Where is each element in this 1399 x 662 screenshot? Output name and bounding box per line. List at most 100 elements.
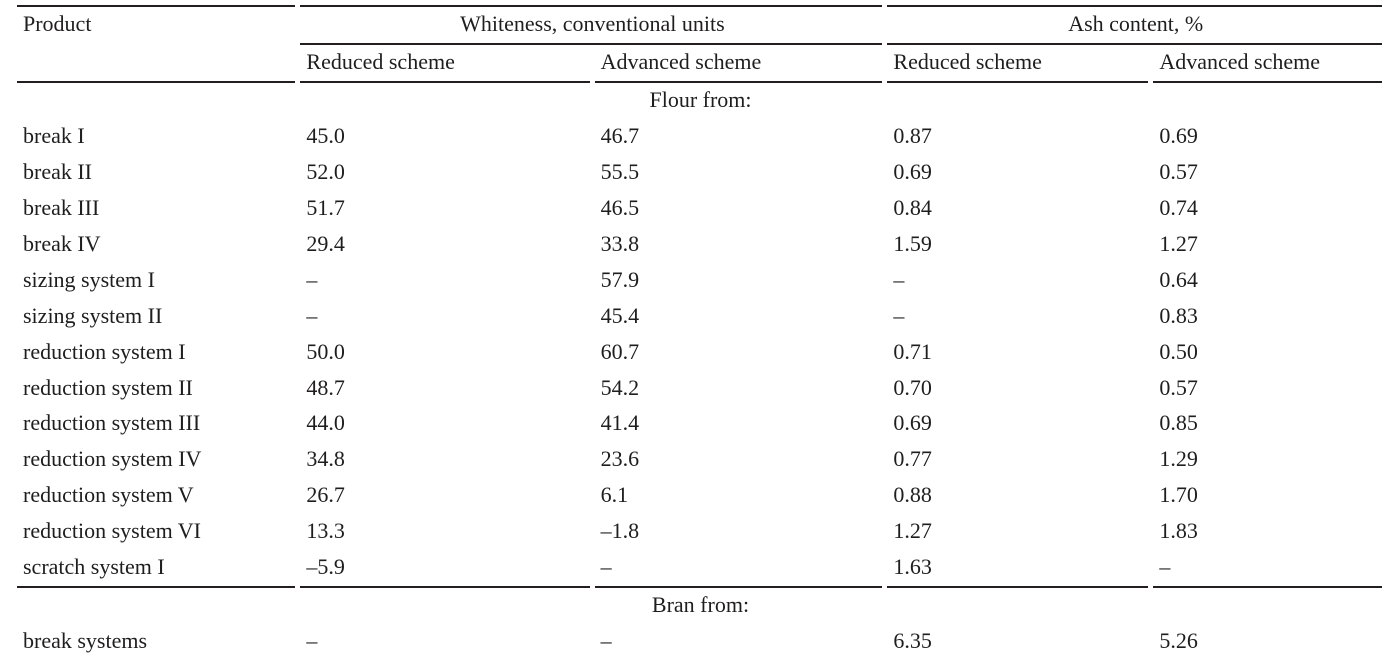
value-cell: 1.70 — [1159, 482, 1198, 508]
product-cell: break I — [23, 122, 85, 148]
table-row: break III 51.7 46.5 0.84 0.74 — [17, 191, 1382, 227]
value-cell: 1.27 — [1159, 230, 1198, 256]
column-header-whiteness-advanced: Advanced scheme — [594, 45, 883, 83]
group-header-row: Product Whiteness, conventional units As… — [17, 5, 1382, 83]
section-header-row: Bran from: — [17, 588, 1382, 624]
value-cell: 1.59 — [893, 230, 932, 256]
table-row: reduction system IV 34.8 23.6 0.77 1.29 — [17, 442, 1382, 478]
value-cell: 1.63 — [887, 550, 1149, 589]
product-cell: sizing system I — [23, 266, 155, 292]
value-cell: 50.0 — [306, 338, 345, 364]
value-cell: 13.3 — [306, 518, 345, 544]
value-cell: 0.69 — [1159, 122, 1198, 148]
value-cell: 44.0 — [306, 410, 345, 436]
value-cell: 0.64 — [1159, 266, 1198, 292]
value-cell: 45.0 — [306, 122, 345, 148]
value-cell: 46.7 — [600, 122, 640, 148]
value-cell: – — [1153, 550, 1382, 589]
value-cell: –5.9 — [300, 550, 590, 589]
value-cell: 34.8 — [306, 446, 345, 472]
table-section: Flour from: break I 45.0 46.7 0.87 0.69 break … — [17, 83, 1382, 589]
value-cell: – — [306, 266, 318, 292]
value-cell: 1.29 — [1159, 446, 1198, 472]
table-row: sizing system I – 57.9 – 0.64 — [17, 263, 1382, 299]
table-row: reduction system V 26.7 6.1 0.88 1.70 — [17, 478, 1382, 514]
product-cell: scratch system I — [17, 550, 296, 589]
column-group-ash-content: Ash content, % — [887, 5, 1382, 45]
column-header-ash-advanced: Advanced scheme — [1153, 45, 1382, 83]
table-row: reduction system I 50.0 60.7 0.71 0.50 — [17, 335, 1382, 371]
table-row: scratch system I –5.9–1.63– — [17, 550, 1382, 589]
value-cell: 60.7 — [600, 338, 640, 364]
table-row: break systems – – 6.35 5.26 — [17, 624, 1382, 660]
table-row: break IV 29.4 33.8 1.59 1.27 — [17, 227, 1382, 263]
value-cell: 0.50 — [1159, 338, 1198, 364]
table-row: break I 45.0 46.7 0.87 0.69 — [17, 119, 1382, 155]
column-header-whiteness-reduced: Reduced scheme — [300, 45, 590, 83]
value-cell: 0.77 — [893, 446, 932, 472]
value-cell: 0.57 — [1159, 374, 1198, 400]
value-cell: 1.27 — [893, 518, 932, 544]
value-cell: 29.4 — [306, 230, 345, 256]
value-cell: 57.9 — [600, 266, 640, 292]
product-cell: sizing system II — [23, 302, 163, 328]
product-cell: break systems — [23, 628, 148, 654]
table-header: Product Whiteness, conventional units As… — [17, 5, 1382, 83]
product-cell: break II — [23, 158, 93, 184]
value-cell: 0.88 — [893, 482, 932, 508]
value-cell: 0.87 — [893, 122, 932, 148]
product-cell: reduction system I — [23, 338, 186, 364]
value-cell: 23.6 — [600, 446, 640, 472]
value-cell: 0.74 — [1159, 194, 1198, 220]
table-row: break II 52.0 55.5 0.69 0.57 — [17, 155, 1382, 191]
product-cell: reduction system II — [23, 374, 193, 400]
sub-header-row: Reduced scheme Advanced scheme Reduced s… — [17, 45, 1382, 83]
section-title: Flour from: — [649, 86, 752, 112]
value-cell: 0.69 — [893, 410, 932, 436]
value-cell: 1.83 — [1159, 518, 1198, 544]
value-cell: 0.57 — [1159, 158, 1198, 184]
value-cell: 48.7 — [306, 374, 345, 400]
section-title: Bran from: — [651, 592, 750, 618]
value-cell: 52.0 — [306, 158, 345, 184]
value-cell: 41.4 — [600, 410, 640, 436]
value-cell: – — [594, 550, 883, 589]
table-row: reduction system VI 13.3 –1.8 1.27 1.83 — [17, 514, 1382, 550]
product-cell: reduction system V — [23, 482, 194, 508]
value-cell: – — [600, 628, 612, 654]
value-cell: 51.7 — [306, 194, 345, 220]
product-cell: break IV — [23, 230, 101, 256]
value-cell: 0.71 — [893, 338, 932, 364]
value-cell: 26.7 — [306, 482, 345, 508]
product-cell: break III — [23, 194, 100, 220]
value-cell: 6.35 — [893, 628, 932, 654]
table-section: Bran from:break systems––6.355.26reducti… — [17, 588, 1382, 662]
value-cell: – — [306, 302, 318, 328]
value-cell: 5.26 — [1159, 628, 1198, 654]
value-cell: 46.5 — [600, 194, 640, 220]
value-cell: 54.2 — [600, 374, 640, 400]
value-cell: 6.1 — [600, 482, 629, 508]
results-table: Product Whiteness, conventional units As… — [12, 5, 1387, 662]
table-row: sizing system II – 45.4 – 0.83 — [17, 299, 1382, 335]
product-cell: reduction system VI — [23, 518, 202, 544]
column-header-ash-reduced: Reduced scheme — [887, 45, 1149, 83]
product-cell: reduction system IV — [23, 446, 202, 472]
value-cell: 0.70 — [893, 374, 932, 400]
value-cell: – — [893, 266, 905, 292]
value-cell: 0.84 — [893, 194, 932, 220]
section-header-row: Flour from: — [17, 83, 1382, 119]
column-header-product: Product — [17, 5, 296, 83]
table-row: reduction system III 44.0 41.4 0.69 0.85 — [17, 406, 1382, 442]
value-cell: 33.8 — [600, 230, 640, 256]
product-cell: reduction system III — [23, 410, 201, 436]
table-row: reduction system II 48.7 54.2 0.70 0.57 — [17, 371, 1382, 407]
value-cell: 0.69 — [893, 158, 932, 184]
value-cell: –1.8 — [600, 518, 640, 544]
value-cell: – — [306, 628, 318, 654]
value-cell: 55.5 — [600, 158, 640, 184]
column-group-whiteness: Whiteness, conventional units — [300, 5, 883, 45]
value-cell: 0.83 — [1159, 302, 1198, 328]
value-cell: – — [893, 302, 905, 328]
